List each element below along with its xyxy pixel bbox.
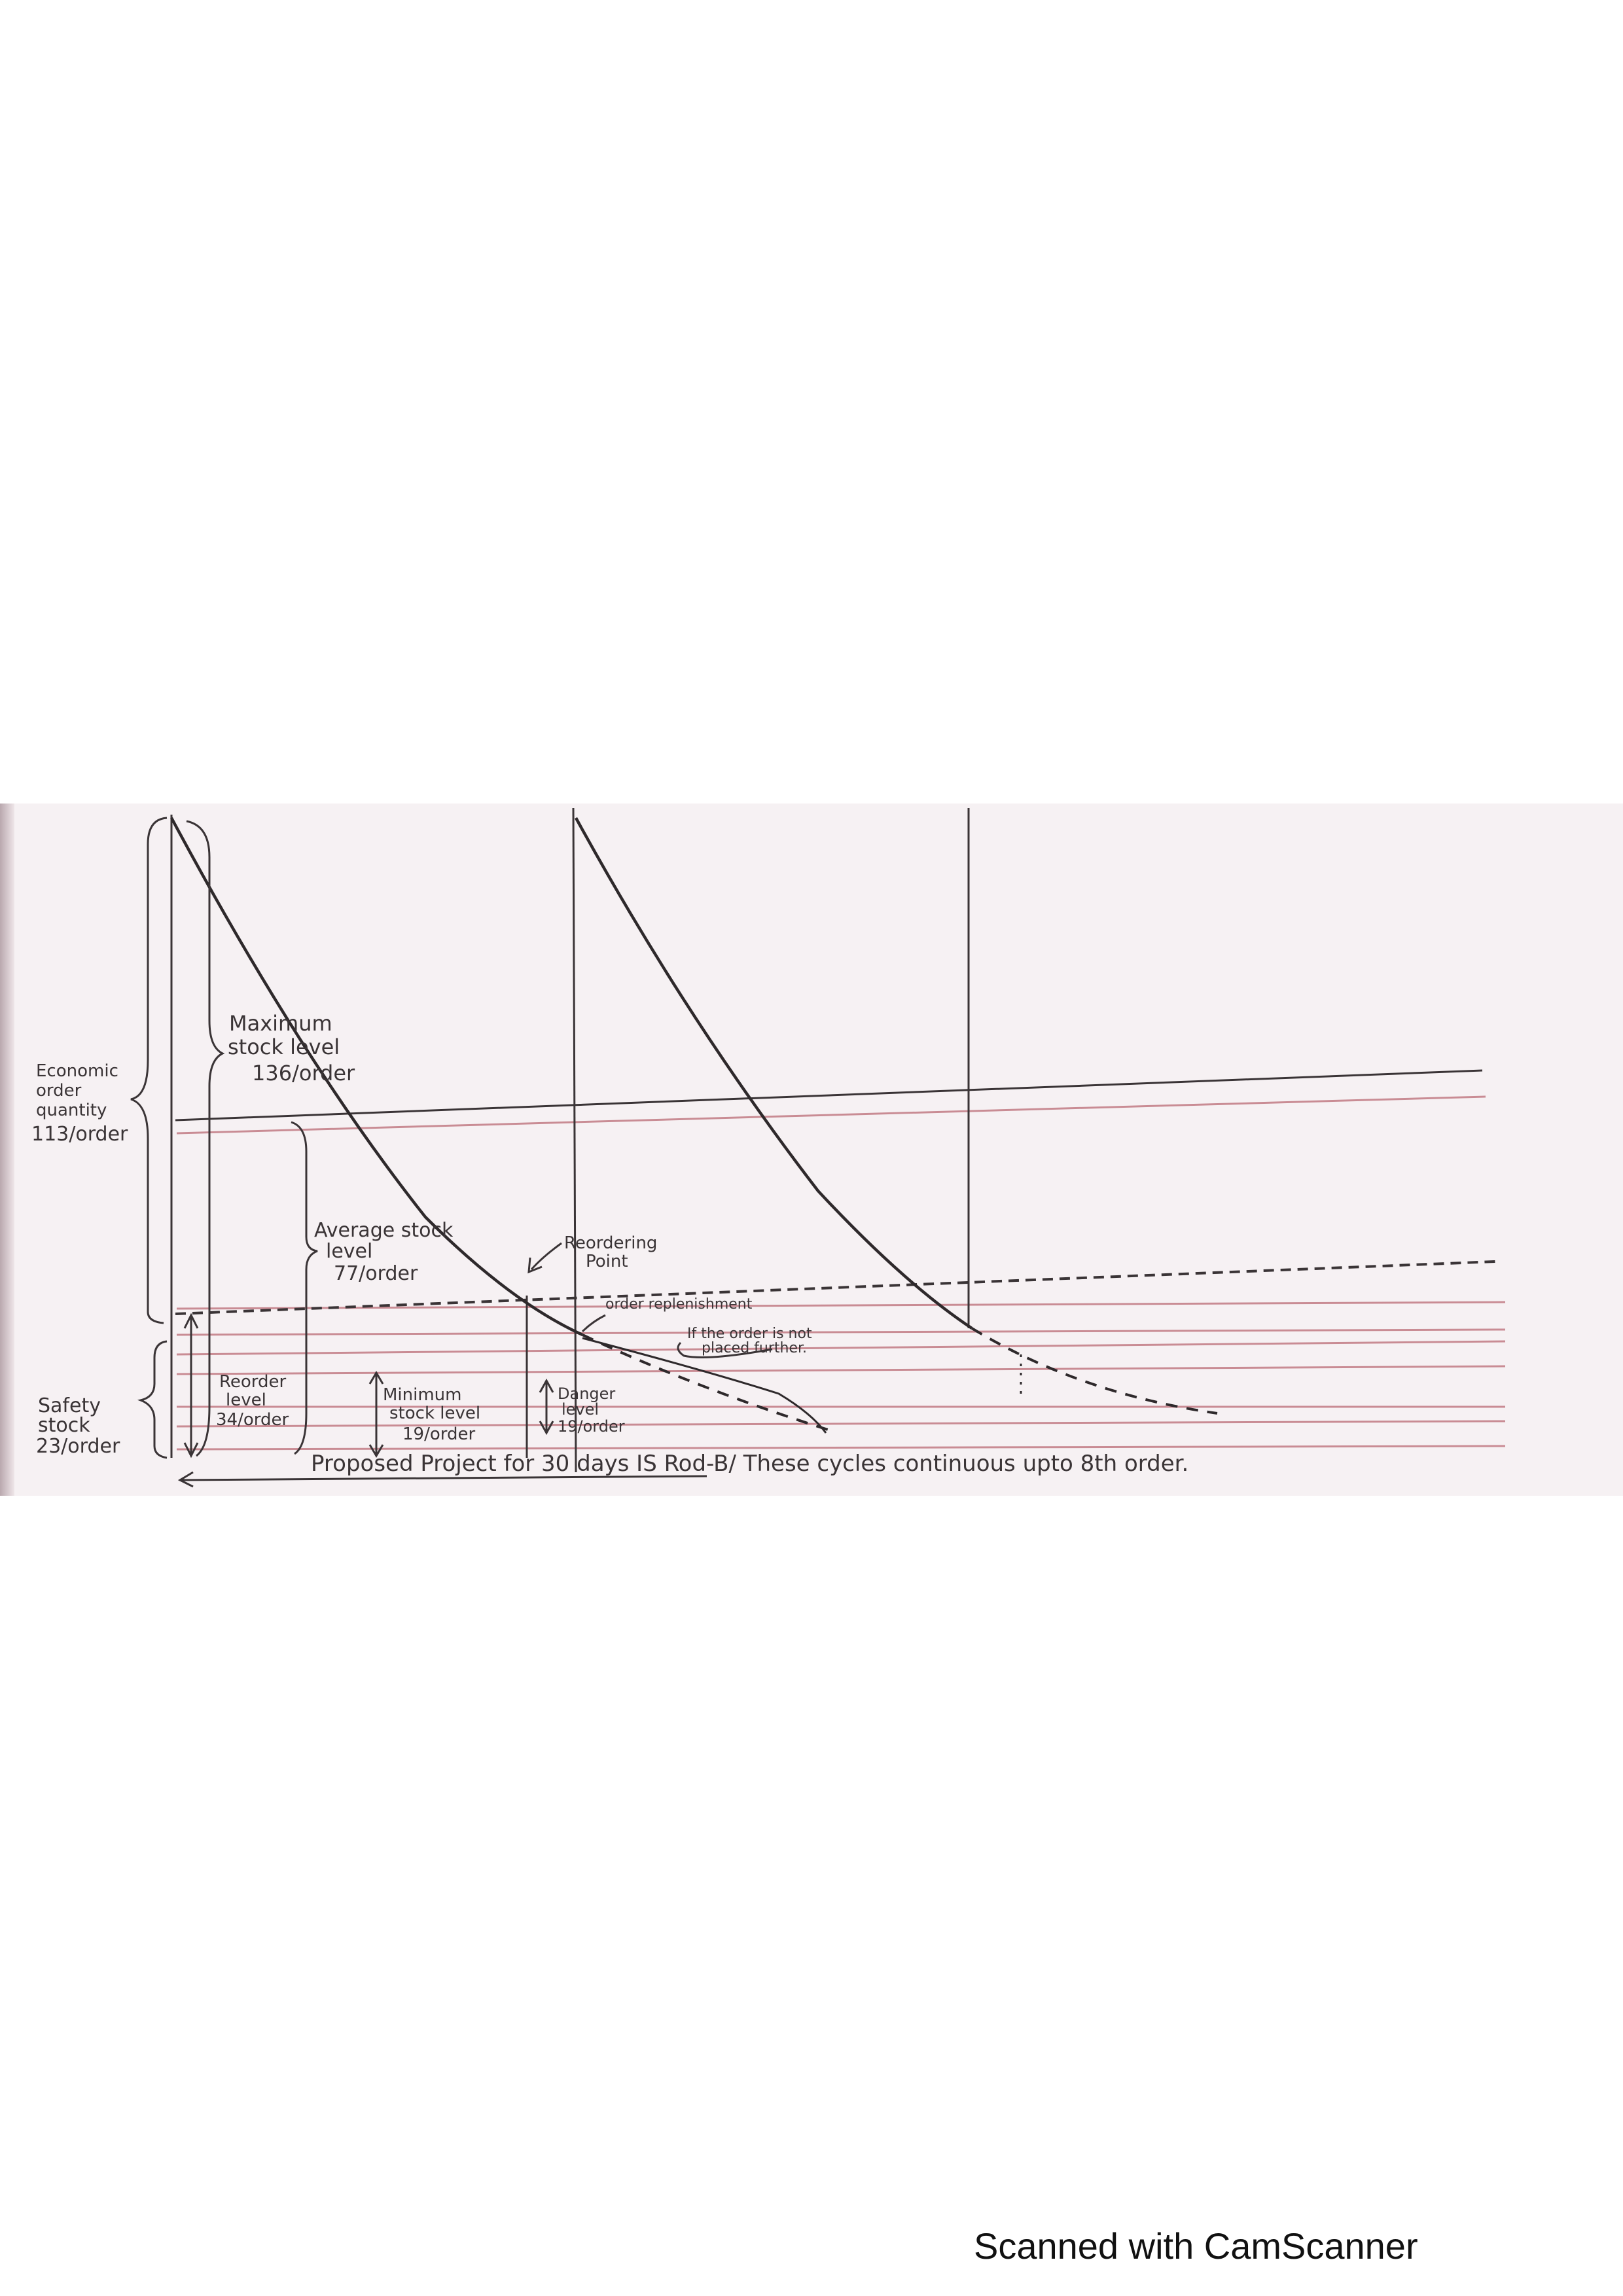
ruled-line <box>176 1328 1506 1336</box>
replenishment-pointer <box>581 1314 606 1333</box>
ruled-line <box>176 1365 1506 1375</box>
scanned-paper-strip <box>0 804 1623 1496</box>
min-stock-label: Minimum stock level 19/order <box>383 1385 480 1444</box>
reorder-to-danger-curve <box>582 1337 827 1434</box>
scan-shadow-edge <box>0 804 14 1496</box>
max-stock-line <box>175 1069 1483 1122</box>
max-stock-label: Maximum stock level 136/order <box>228 1011 355 1086</box>
reorder-point-label: Reordering Point <box>564 1233 657 1271</box>
danger-level-arrowhead <box>539 1378 554 1393</box>
danger-level-label: Danger level 19/order <box>558 1385 625 1436</box>
ruled-line <box>176 1340 1506 1356</box>
time-axis-arrow <box>177 1471 194 1488</box>
ruled-line <box>176 1301 1506 1310</box>
red-ruled-lines <box>176 1095 1506 1451</box>
safety-stock-label: Safety stock 23/order <box>36 1394 120 1458</box>
ruled-line <box>176 1445 1506 1451</box>
reorder-point-pointer-head <box>527 1257 543 1274</box>
min-stock-arrowhead <box>368 1444 384 1458</box>
cycle-vertical <box>572 807 577 1473</box>
if-not-placed-brace <box>677 1341 773 1358</box>
reorder-level-label: Reorder level 34/order <box>216 1372 289 1430</box>
handwritten-labels: Economic order quantity 113/order Maximum st… <box>31 1011 1188 1477</box>
eoq-brace <box>130 817 168 1324</box>
dimension-markers <box>130 817 773 1459</box>
cycle-2-curve <box>575 817 973 1330</box>
reorder-level-arrowhead <box>183 1442 199 1458</box>
cycle-2-dashed-tail <box>971 1327 1218 1415</box>
pencil-structure <box>170 807 1496 1488</box>
bottom-caption: Proposed Project for 30 days IS Rod-B/ T… <box>311 1451 1188 1477</box>
avg-stock-label: Average stock level 77/order <box>314 1219 454 1285</box>
min-stock-arrowhead <box>368 1371 384 1385</box>
ruled-line <box>176 1420 1506 1428</box>
cycle-1-dashed-tail <box>582 1333 829 1431</box>
cycle-1-curve <box>170 817 583 1337</box>
consumption-curves <box>170 817 1218 1434</box>
if-not-placed-label: If the order is not placed further. <box>687 1326 812 1356</box>
ruled-line <box>176 1095 1486 1135</box>
danger-level-arrowhead <box>539 1421 554 1436</box>
reorder-point-pointer <box>530 1242 562 1271</box>
eoq-label: Economic order quantity 113/order <box>31 1061 128 1146</box>
reorder-level-arrowhead <box>183 1313 199 1329</box>
avg-stock-brace <box>291 1121 318 1455</box>
scanner-watermark: Scanned with CamScanner <box>974 2225 1418 2267</box>
time-axis <box>179 1475 707 1481</box>
safety-stock-brace <box>137 1340 168 1459</box>
max-stock-brace <box>186 820 225 1457</box>
order-replenishment-label: order replenishment <box>605 1296 753 1313</box>
